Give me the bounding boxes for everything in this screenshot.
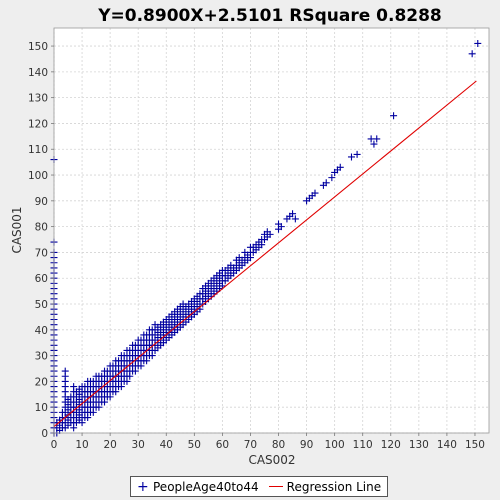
y-tick-label: 110 (28, 144, 48, 156)
legend-label-regression: Regression Line (286, 479, 382, 494)
x-tick-label: 130 (409, 439, 429, 451)
x-tick-label: 20 (103, 439, 116, 451)
line-marker-icon (268, 486, 283, 487)
y-tick-label: 50 (35, 299, 48, 311)
gridlines (53, 28, 489, 434)
x-axis-label: CAS002 (248, 453, 295, 467)
data-point (468, 50, 476, 58)
data-point (266, 230, 274, 238)
data-point (370, 140, 378, 148)
y-tick-label: 30 (35, 351, 48, 363)
y-tick-label: 40 (35, 325, 48, 337)
x-tick-label: 40 (160, 439, 173, 451)
x-tick-label: 120 (381, 439, 401, 451)
y-tick-label: 10 (35, 402, 48, 414)
y-tick-label: 0 (41, 428, 48, 440)
y-tick-label: 100 (28, 170, 48, 182)
data-point (474, 39, 482, 47)
x-tick-label: 100 (325, 439, 345, 451)
y-tick-label: 80 (35, 222, 48, 234)
x-tick-label: 30 (132, 439, 145, 451)
y-tick-label: 140 (28, 67, 48, 79)
data-point (61, 367, 69, 375)
plus-marker-icon: + (137, 478, 149, 495)
chart-title: Y=0.8900X+2.5101 RSquare 0.8288 (97, 6, 442, 26)
x-tick-label: 140 (437, 439, 457, 451)
x-tick-label: 0 (51, 439, 58, 451)
data-point (277, 223, 285, 231)
y-axis-label: CAS001 (10, 206, 24, 253)
legend-item-regression: Regression Line (268, 479, 382, 494)
legend-item-series: + PeopleAge40to44 (137, 480, 259, 494)
data-point (328, 174, 336, 182)
data-point (390, 112, 398, 120)
y-tick-label: 20 (35, 376, 48, 388)
x-tick-label: 80 (272, 439, 285, 451)
regression-line (53, 80, 477, 427)
plot-border (53, 27, 490, 434)
y-tick-label: 150 (28, 41, 48, 53)
x-tick-label: 10 (75, 439, 88, 451)
x-tick-label: 150 (465, 439, 485, 451)
x-tick-label: 90 (300, 439, 313, 451)
y-tick-label: 90 (35, 196, 48, 208)
y-tick-label: 60 (35, 273, 48, 285)
x-tick-label: 60 (216, 439, 229, 451)
data-point (70, 383, 78, 391)
data-point (336, 163, 344, 171)
plot-area (54, 28, 489, 433)
y-tick-label: 120 (28, 118, 48, 130)
axes: 0 10 20 30 40 50 60 70 80 90 100 110 120 130 140 150 0 10… (28, 41, 485, 451)
data-point (289, 210, 297, 218)
x-tick-label: 110 (353, 439, 373, 451)
legend-label-series: PeopleAge40to44 (153, 479, 259, 494)
data-point (347, 153, 355, 161)
regression-layer (53, 80, 477, 427)
y-tick-label: 130 (28, 93, 48, 105)
data-points (50, 39, 482, 437)
data-point (373, 135, 381, 143)
data-point (311, 189, 319, 197)
y-tick-label: 70 (35, 247, 48, 259)
data-point (322, 179, 330, 187)
x-tick-label: 50 (188, 439, 201, 451)
data-point (291, 215, 299, 223)
data-point (353, 150, 361, 158)
legend: + PeopleAge40to44 Regression Line (130, 476, 389, 497)
x-tick-label: 70 (244, 439, 257, 451)
